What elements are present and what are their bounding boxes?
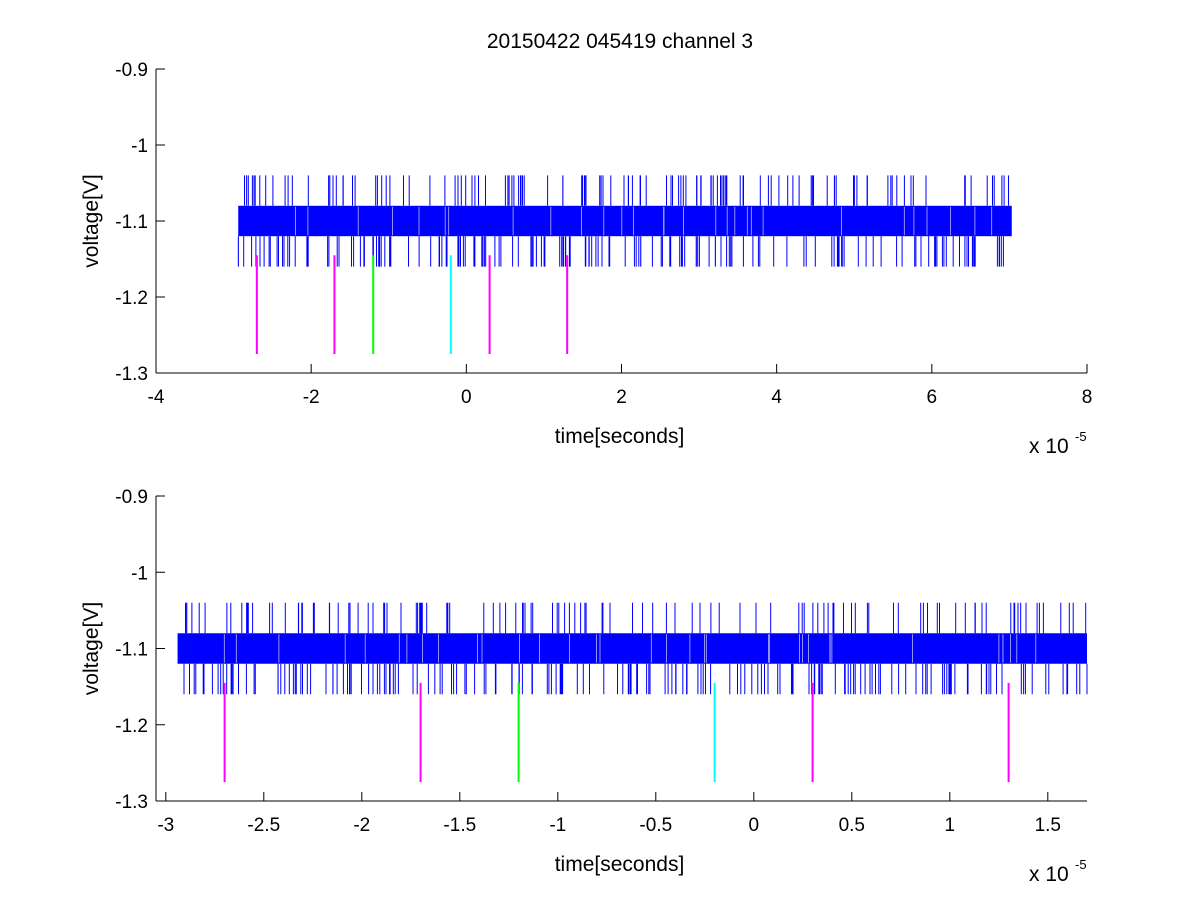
y-tick-label: -1.3 — [115, 364, 148, 385]
axes: -0.9 -1 -1.1 -1.2 -1.3-4 -2 0 2 4 6 8 — [115, 60, 1092, 408]
x-tick-label: -2 — [303, 387, 320, 408]
signal-band — [238, 205, 1012, 237]
x-tick-label: 2 — [616, 387, 627, 408]
x-tick-label: 1.5 — [1035, 815, 1061, 836]
signal-spikes-high — [185, 602, 1087, 634]
x-exponent-value: -5 — [1075, 429, 1087, 444]
x-exponent-label: x 10 — [1029, 863, 1069, 886]
x-axis-label: time[seconds] — [555, 853, 685, 876]
x-exponent-value: -5 — [1075, 857, 1087, 872]
signal-spikes-low — [237, 236, 1004, 267]
x-tick-label: -4 — [148, 387, 165, 408]
x-tick-label: 1 — [945, 815, 956, 836]
x-tick-label: 0.5 — [839, 815, 865, 836]
plot-bottom: -0.9 -1 -1.1 -1.2 -1.3 -3 -2.5 -2 -1.5 -1 -0.5 0 0.5… — [80, 487, 1088, 886]
event-markers — [223, 682, 1010, 782]
y-tick-label: -1.3 — [115, 792, 148, 813]
y-axis-label: voltage[V] — [80, 174, 103, 267]
x-tick-label: 4 — [771, 387, 782, 408]
signal-texture — [295, 206, 993, 236]
y-tick-label: -1 — [131, 136, 148, 157]
x-tick-label: 0 — [749, 815, 760, 836]
signal-spikes-high — [244, 175, 1009, 206]
x-tick-label: -1.5 — [443, 815, 476, 836]
x-tick-label: -2 — [353, 815, 370, 836]
x-tick-label: -2.5 — [247, 815, 280, 836]
x-tick-label: -0.5 — [639, 815, 672, 836]
y-tick-label: -1.2 — [115, 288, 148, 309]
figure-title: 20150422 045419 channel 3 — [487, 30, 753, 53]
signal-spikes-low — [183, 663, 1088, 695]
y-tick-label: -1.1 — [115, 212, 148, 233]
x-axis-label: time[seconds] — [555, 425, 685, 448]
x-tick-label: 6 — [927, 387, 938, 408]
y-tick-label: -0.9 — [115, 487, 148, 508]
signal-band — [177, 633, 1087, 664]
x-tick-label: 8 — [1082, 387, 1093, 408]
y-axis-label: voltage[V] — [80, 602, 103, 695]
x-tick-label: -1 — [549, 815, 566, 836]
signal-series — [177, 602, 1088, 695]
y-tick-label: -0.9 — [115, 60, 148, 81]
y-tick-label: -1 — [131, 563, 148, 584]
axes: -0.9 -1 -1.1 -1.2 -1.3 -3 -2.5 -2 -1.5 -1 -0.5 0 0.5… — [115, 487, 1087, 836]
event-markers — [255, 255, 569, 354]
signal-series — [237, 175, 1012, 267]
x-tick-label: -3 — [157, 815, 174, 836]
plot-top: -0.9 -1 -1.1 -1.2 -1.3-4 -2 0 2 4 6 8 time[seconds]… — [80, 60, 1092, 458]
x-tick-label: 0 — [461, 387, 472, 408]
signal-texture — [223, 634, 1037, 663]
y-tick-label: -1.2 — [115, 716, 148, 737]
y-tick-label: -1.1 — [115, 640, 148, 661]
x-exponent-label: x 10 — [1029, 435, 1069, 458]
